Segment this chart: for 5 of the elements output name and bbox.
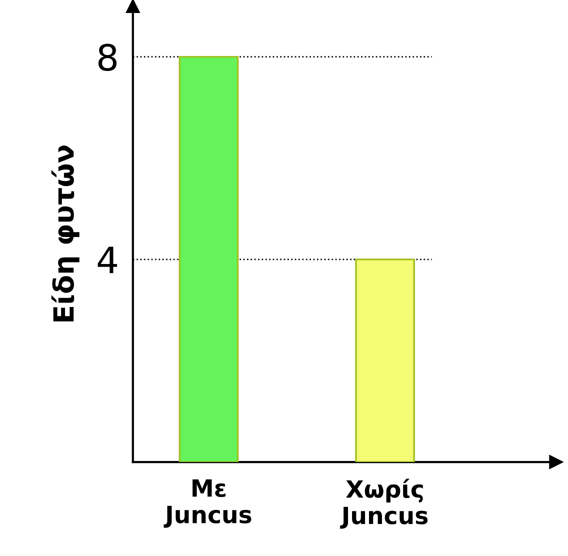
y-tick-label: 4 [98, 246, 117, 274]
x-tick-label: Χωρίς Juncus [340, 478, 428, 529]
x-tick-label: Με Juncus [164, 479, 252, 528]
y-axis-title: Είδη φυτών [51, 146, 80, 322]
y-tick-label: 8 [98, 44, 117, 72]
